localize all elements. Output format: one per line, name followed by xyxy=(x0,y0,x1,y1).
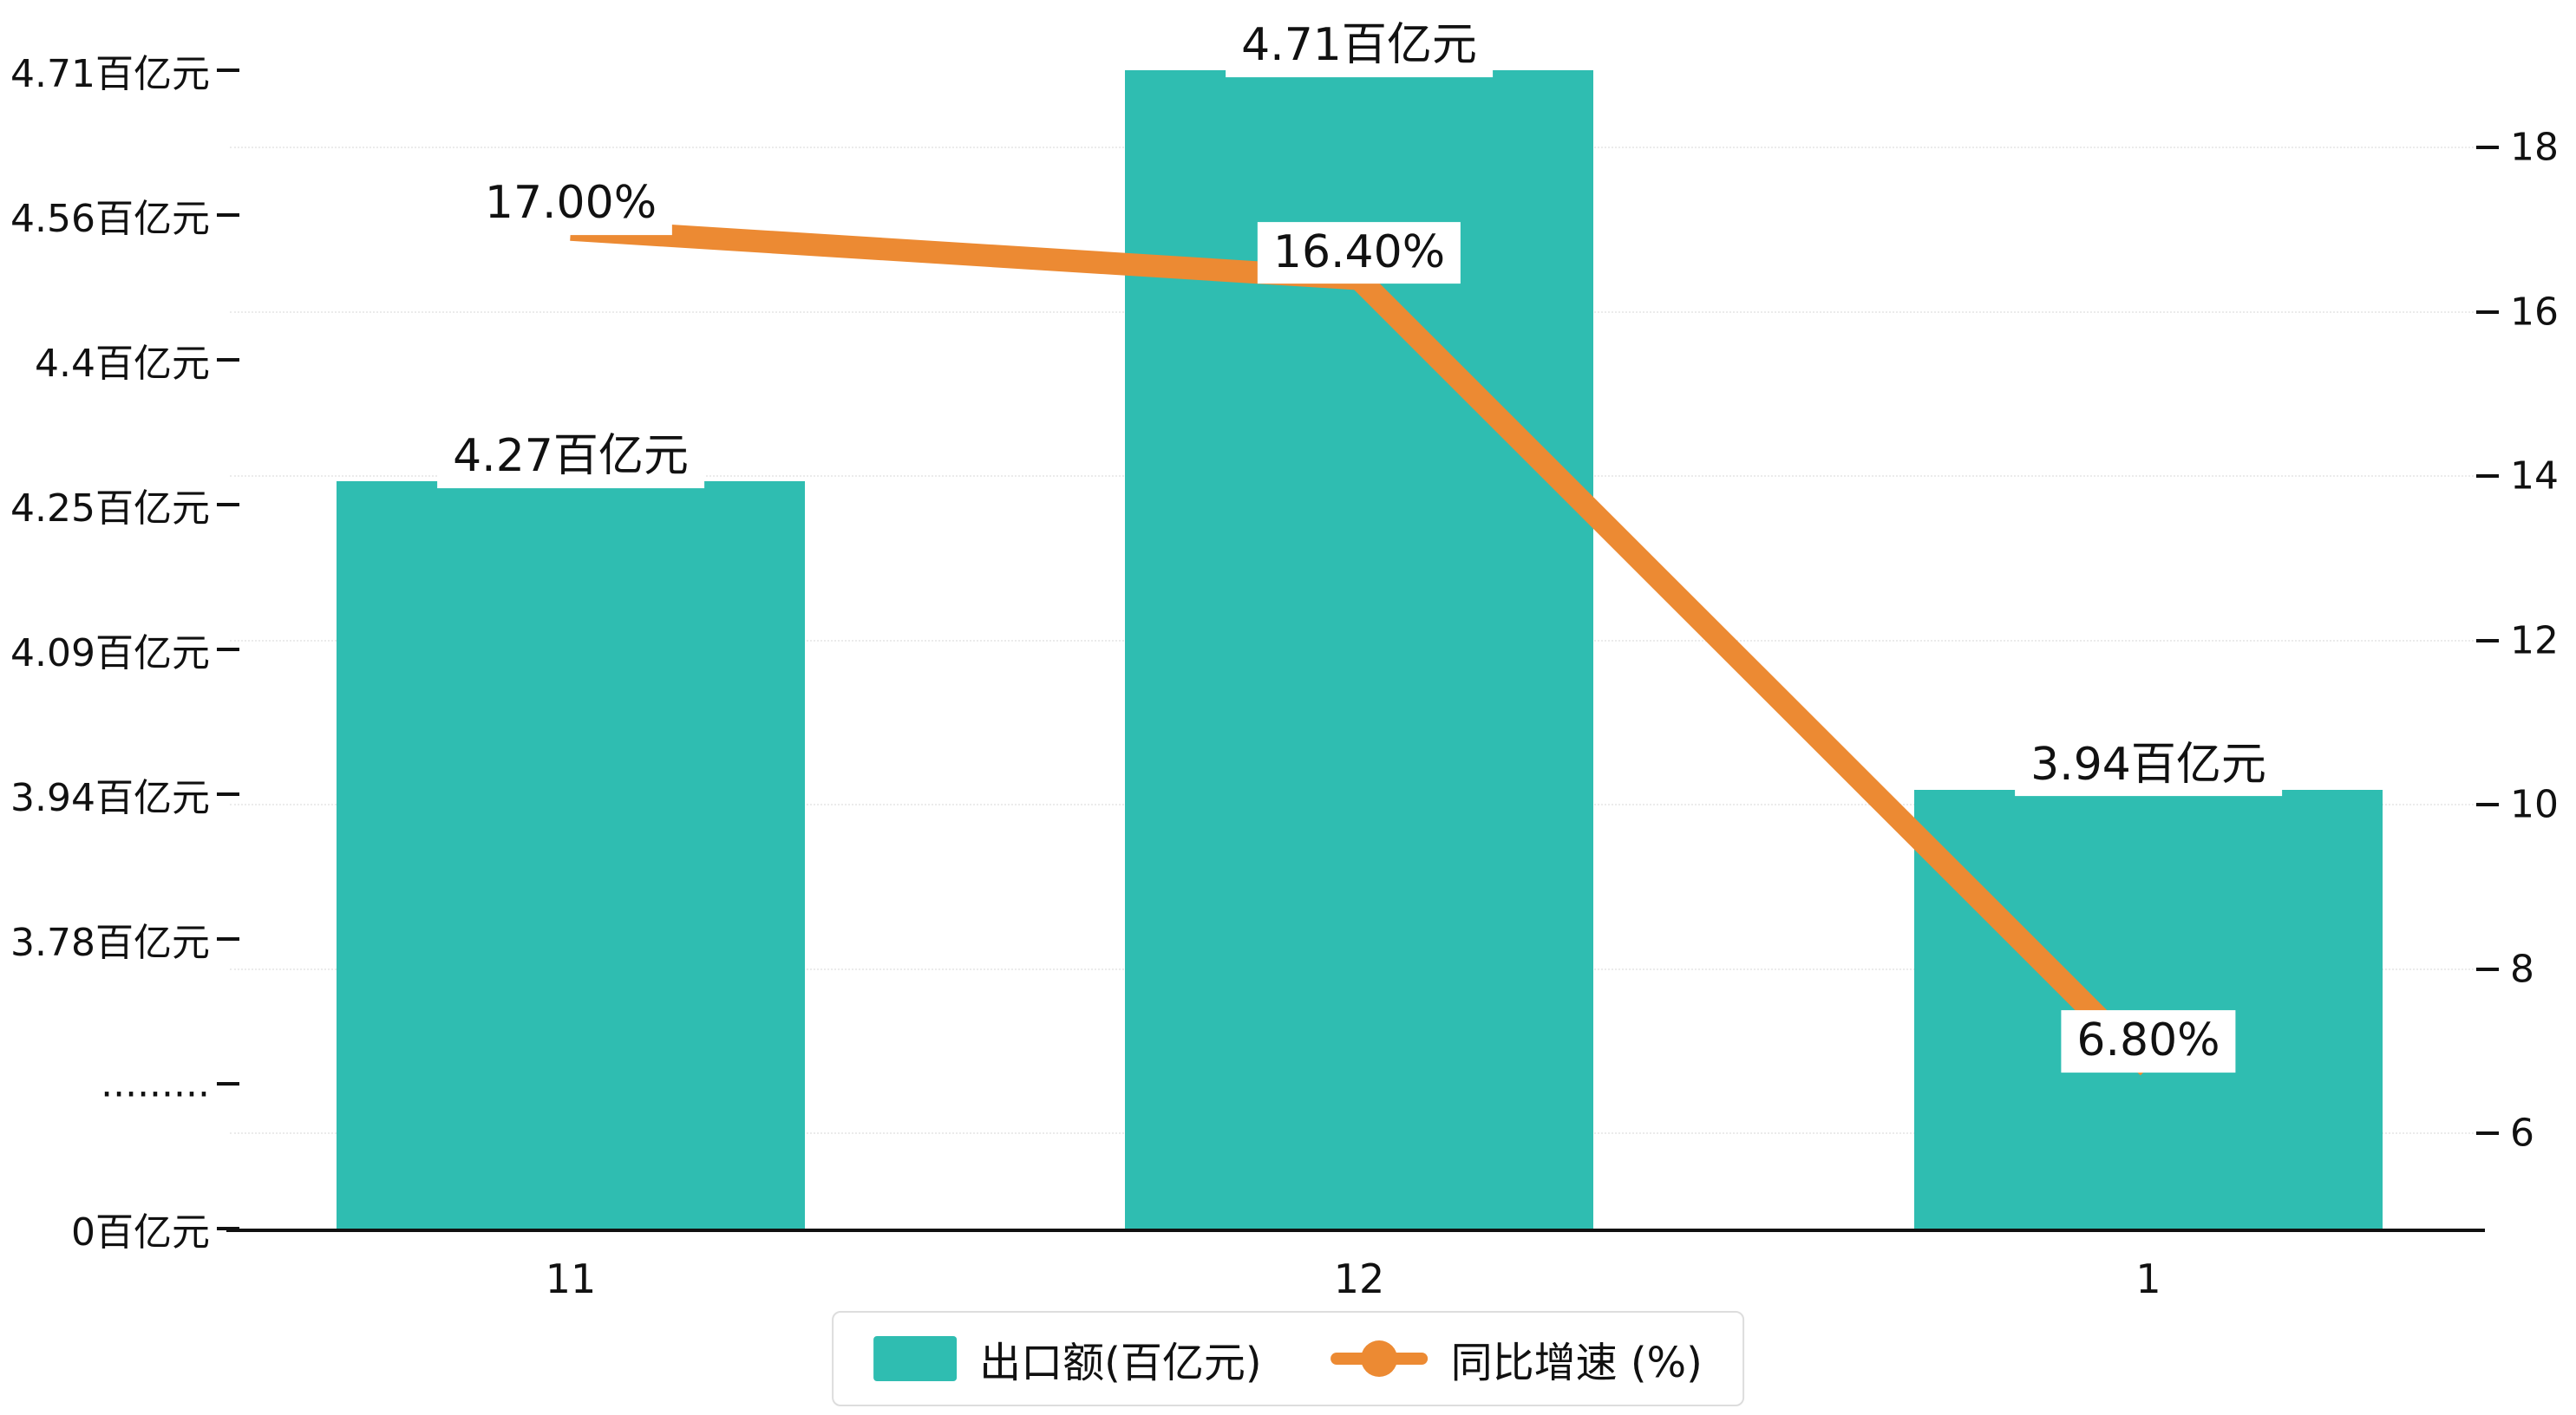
left-tick-mark xyxy=(217,358,239,362)
x-axis-category-label: 11 xyxy=(545,1255,597,1302)
left-tick-mark xyxy=(217,1082,239,1086)
x-axis-line xyxy=(226,1229,2485,1232)
line-value-label: 6.80% xyxy=(2061,1010,2236,1073)
left-tick-mark xyxy=(217,648,239,651)
right-tick-mark xyxy=(2476,638,2499,642)
line-value-label: 17.00% xyxy=(468,172,673,235)
left-tick-mark xyxy=(217,68,239,72)
x-axis-category-label: 12 xyxy=(1333,1255,1385,1302)
left-tick-mark xyxy=(217,1227,239,1230)
left-axis-label: 4.71百亿元 xyxy=(10,52,210,96)
right-axis-label: 8 xyxy=(2510,947,2534,991)
left-tick-mark xyxy=(217,937,239,941)
right-tick-mark xyxy=(2476,1131,2499,1135)
left-tick-mark xyxy=(217,792,239,796)
right-axis-label: 10 xyxy=(2510,782,2559,827)
right-axis-label: 16 xyxy=(2510,290,2559,334)
line-value-label: 16.40% xyxy=(1257,221,1461,284)
x-axis-category-label: 1 xyxy=(2135,1255,2161,1302)
growth-line xyxy=(570,218,2157,1076)
right-tick-mark xyxy=(2476,803,2499,806)
right-tick-mark xyxy=(2476,967,2499,971)
left-axis-label: 4.4百亿元 xyxy=(35,342,210,386)
left-axis-label: 3.94百亿元 xyxy=(10,776,210,820)
right-tick-mark xyxy=(2476,474,2499,478)
right-axis-label: 14 xyxy=(2510,453,2559,499)
left-tick-mark xyxy=(217,213,239,217)
left-axis-label: 4.56百亿元 xyxy=(10,197,210,241)
legend-item-growth: 同比增速 (%) xyxy=(1330,1328,1703,1389)
left-axis-label: 3.78百亿元 xyxy=(10,921,210,965)
left-axis-label: 4.25百亿元 xyxy=(10,486,210,531)
right-tick-mark xyxy=(2476,146,2499,149)
bar-month-1 xyxy=(1914,789,2383,1229)
right-tick-mark xyxy=(2476,310,2499,314)
right-axis-label: 18 xyxy=(2510,125,2559,170)
line-series-dot-icon xyxy=(1361,1340,1398,1377)
right-axis-label: 6 xyxy=(2510,1111,2534,1156)
bar-value-label: 4.27百亿元 xyxy=(437,426,704,488)
legend-item-export: 出口额(百亿元) xyxy=(873,1328,1262,1389)
legend: 出口额(百亿元) 同比增速 (%) xyxy=(832,1311,1744,1406)
left-tick-mark xyxy=(217,503,239,506)
bar-month-11 xyxy=(337,481,805,1229)
legend-label-export: 出口额(百亿元) xyxy=(979,1339,1262,1387)
bar-value-label: 3.94百亿元 xyxy=(2015,734,2282,797)
line-series-marker xyxy=(1330,1340,1429,1377)
left-axis-label: 4.09百亿元 xyxy=(10,631,210,675)
right-axis-label: 12 xyxy=(2510,618,2559,662)
left-axis-label: 0百亿元 xyxy=(71,1210,210,1255)
bar-value-label: 4.71百亿元 xyxy=(1226,15,1493,77)
legend-label-growth: 同比增速 (%) xyxy=(1450,1339,1703,1387)
left-axis-break-label: ......... xyxy=(101,1061,210,1106)
bar-series-swatch xyxy=(873,1336,958,1381)
